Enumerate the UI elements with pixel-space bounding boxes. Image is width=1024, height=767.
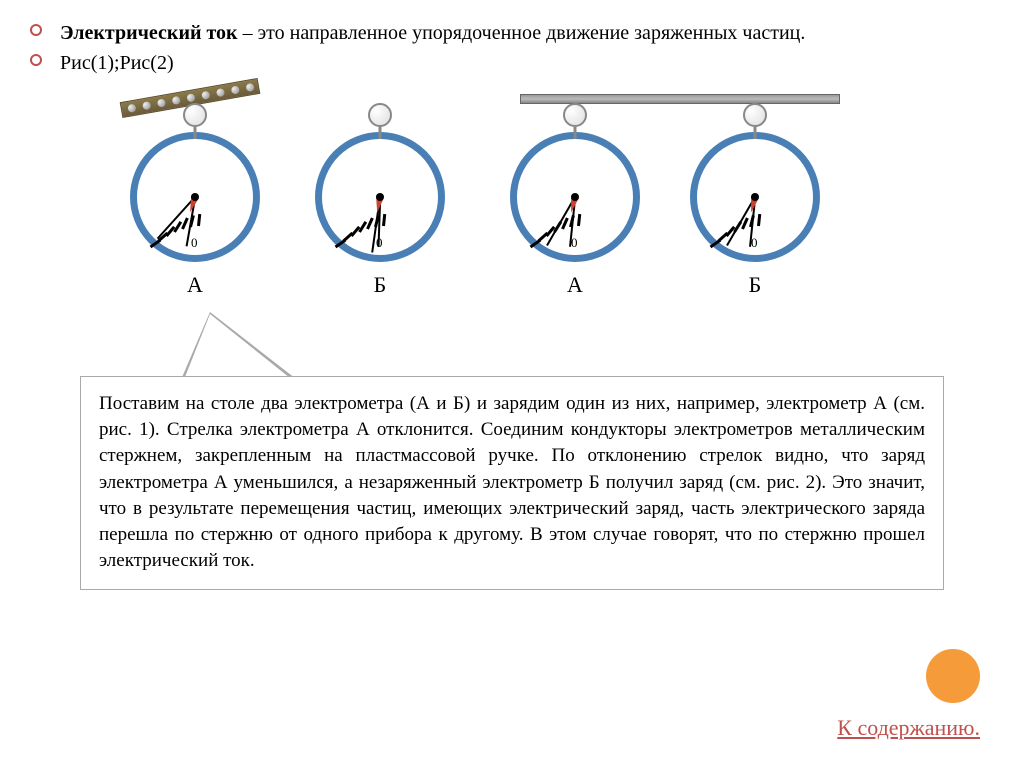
electrometer: 0А <box>130 132 260 262</box>
electrometer: 0А <box>510 132 640 262</box>
electrometer-label: Б <box>690 272 820 298</box>
refs-line: Рис(1);Рис(2) <box>30 50 994 76</box>
zero-label: 0 <box>191 235 198 251</box>
dial-icon: 0 <box>315 132 445 262</box>
zero-label: 0 <box>376 235 383 251</box>
stem-icon <box>754 127 757 139</box>
electrometer-label: А <box>510 272 640 298</box>
conductor-ball-icon <box>183 103 207 127</box>
pivot-icon <box>376 193 384 201</box>
stem-icon <box>574 127 577 139</box>
toc-link[interactable]: К содержанию. <box>837 715 980 741</box>
callout: Поставим на столе два электрометра (А и … <box>80 376 944 590</box>
conductor-ball-icon <box>743 103 767 127</box>
zero-label: 0 <box>751 235 758 251</box>
heading-rest: – это направленное упорядоченное движени… <box>238 22 806 44</box>
zero-label: 0 <box>571 235 578 251</box>
connecting-rod-icon <box>520 94 840 104</box>
electrometer: 0Б <box>690 132 820 262</box>
bullet-icon <box>30 24 42 36</box>
dial-icon: 0 <box>130 132 260 262</box>
stem-icon <box>194 127 197 139</box>
bullet-icon <box>30 54 42 66</box>
electrometer-label: А <box>130 272 260 298</box>
refs-text: Рис(1);Рис(2) <box>60 50 174 76</box>
heading-bold: Электрический ток <box>60 22 238 44</box>
heading-line: Электрический ток – это направленное упо… <box>30 20 994 46</box>
dial-icon: 0 <box>510 132 640 262</box>
pivot-icon <box>191 193 199 201</box>
conductor-ball-icon <box>368 103 392 127</box>
pivot-icon <box>571 193 579 201</box>
conductor-ball-icon <box>563 103 587 127</box>
diagram-area: 0А0Б0А0Б <box>90 96 890 316</box>
stem-icon <box>379 127 382 139</box>
callout-pointer-icon <box>180 312 300 382</box>
nav-dot-icon[interactable] <box>926 649 980 703</box>
electrometer: 0Б <box>315 132 445 262</box>
dial-icon: 0 <box>690 132 820 262</box>
heading-text: Электрический ток – это направленное упо… <box>60 20 805 46</box>
pivot-icon <box>751 193 759 201</box>
electrometer-label: Б <box>315 272 445 298</box>
callout-text: Поставим на столе два электрометра (А и … <box>80 376 944 590</box>
